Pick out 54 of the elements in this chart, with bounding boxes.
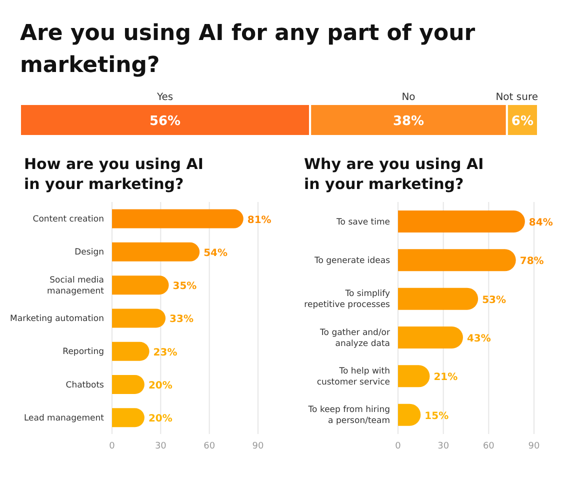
data-label: 20% bbox=[148, 414, 172, 425]
bar bbox=[112, 242, 200, 262]
y-tick-label: Lead management bbox=[24, 413, 105, 424]
data-label: 21% bbox=[434, 372, 458, 384]
bar bbox=[112, 308, 166, 328]
y-tick-label: Design bbox=[74, 248, 104, 258]
y-tick-label: To simplify repetitive processes bbox=[304, 289, 391, 310]
y-tick-label: To keep from hiring a person/team bbox=[307, 405, 390, 426]
data-label: 6% bbox=[511, 114, 534, 129]
y-tick-label: Reporting bbox=[62, 347, 104, 358]
bar bbox=[112, 342, 150, 361]
bar bbox=[398, 326, 463, 349]
bar bbox=[398, 288, 478, 310]
bar bbox=[112, 209, 244, 228]
data-label: 53% bbox=[482, 294, 506, 306]
x-tick-label: 90 bbox=[252, 441, 264, 452]
x-tick-label: 90 bbox=[528, 441, 540, 452]
bar bbox=[398, 210, 525, 233]
data-label: 43% bbox=[466, 334, 491, 345]
data-label: 35% bbox=[172, 281, 197, 292]
data-label: 20% bbox=[148, 380, 172, 392]
chart-title: Why are you using AI in your marketing? bbox=[303, 154, 485, 194]
data-label: 54% bbox=[204, 248, 228, 259]
chart-title: How are you using AI in your marketing? bbox=[23, 154, 204, 194]
x-tick-label: 0 bbox=[109, 441, 116, 452]
data-label: 33% bbox=[170, 314, 194, 326]
y-tick-label: To help with customer service bbox=[316, 366, 390, 388]
x-tick-label: 60 bbox=[482, 441, 495, 452]
data-label: 78% bbox=[520, 256, 544, 268]
bar bbox=[398, 249, 516, 272]
chart-title: Are you using AI for any part of your marketing? bbox=[19, 20, 476, 80]
data-label: 15% bbox=[424, 410, 449, 422]
y-tick-label: Chatbots bbox=[66, 380, 105, 390]
x-tick-label: 0 bbox=[395, 441, 402, 452]
y-tick-label: To generate ideas bbox=[314, 256, 391, 266]
y-tick-label: Social media management bbox=[47, 275, 105, 296]
bar bbox=[112, 375, 144, 394]
y-tick-label: To gather and/or analyze data bbox=[319, 328, 391, 349]
series-label: No bbox=[402, 92, 416, 103]
data-label: 23% bbox=[153, 347, 178, 358]
data-label: 81% bbox=[247, 214, 272, 226]
bar bbox=[112, 276, 169, 295]
bar bbox=[112, 408, 144, 428]
y-tick-label: Marketing automation bbox=[10, 314, 104, 324]
series-label: Yes bbox=[156, 92, 174, 103]
x-tick-label: 30 bbox=[154, 441, 167, 452]
data-label: 84% bbox=[528, 218, 553, 229]
x-tick-label: 30 bbox=[438, 441, 450, 452]
data-label: 56% bbox=[149, 114, 181, 129]
series-label: Not sure bbox=[496, 92, 538, 103]
y-tick-label: Content creation bbox=[32, 214, 104, 225]
y-tick-label: To save time bbox=[336, 217, 390, 228]
data-label: 38% bbox=[392, 114, 424, 129]
x-tick-label: 60 bbox=[204, 441, 216, 452]
